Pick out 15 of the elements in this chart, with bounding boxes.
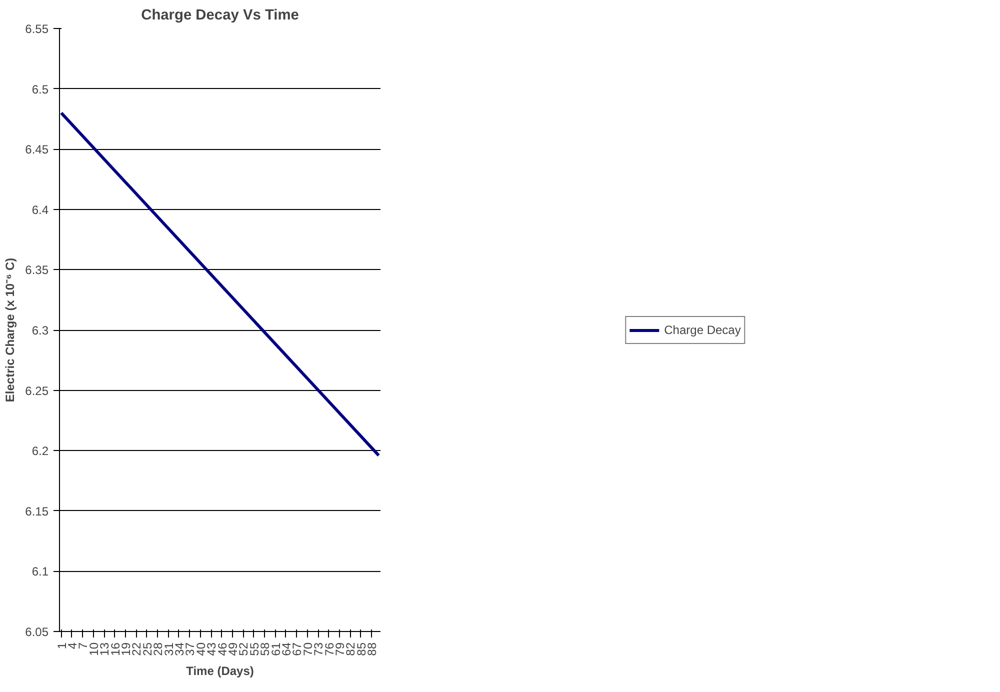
y-axis-title: Electric Charge (x 10⁻⁶ C) <box>3 258 18 402</box>
y-tick-label: 6.35 <box>25 263 49 278</box>
y-tick-label: 6.2 <box>32 444 49 458</box>
y-tick-label: 6.05 <box>25 625 49 639</box>
x-axis-title: Time (Days) <box>186 664 254 678</box>
y-tick-label: 6.55 <box>25 22 49 36</box>
legend-label: Charge Decay <box>664 322 741 336</box>
y-tick-label: 6.15 <box>25 504 49 518</box>
y-tick-label: 6.45 <box>25 142 49 157</box>
y-tick-label: 6.5 <box>32 82 49 96</box>
y-tick-label: 6.1 <box>32 564 49 579</box>
y-tick-label: 6.3 <box>32 324 49 338</box>
y-tick-label: 6.4 <box>32 202 49 217</box>
chart-title: Charge Decay Vs Time <box>141 8 299 24</box>
y-tick-label: 6.25 <box>25 384 49 398</box>
